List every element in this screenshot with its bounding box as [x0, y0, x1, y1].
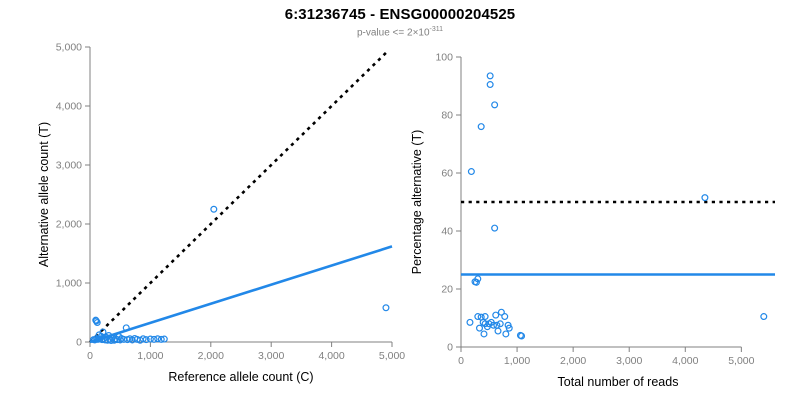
data-point: [491, 101, 499, 109]
x-tick-label-2: 2,000: [560, 355, 586, 367]
p-value-subtitle: p-value <= 2×10-311: [0, 26, 800, 38]
data-point: [501, 313, 509, 321]
data-point: [494, 327, 502, 335]
data-point: [122, 324, 130, 332]
data-point: [497, 308, 505, 316]
y-tick-label-1: 20: [441, 284, 453, 296]
data-point: [210, 205, 218, 213]
y-tick-label-5: 5,000: [56, 42, 82, 54]
x-tick-label-0: 0: [87, 350, 93, 362]
y-tick-label-4: 4,000: [56, 101, 82, 113]
data-point: [146, 335, 154, 343]
data-point: [472, 278, 480, 286]
data-point: [701, 194, 709, 202]
y-axis-title: Percentage alternative (T): [410, 130, 424, 275]
data-point: [486, 81, 494, 89]
subtitle-times: ×: [412, 27, 419, 39]
data-point: [760, 313, 768, 321]
data-point: [505, 324, 513, 332]
data-point: [139, 335, 147, 343]
percentage-scatter-panel: 0 20 40 60 80 100 0 1,000 2,000 3,000 4,000 5,000 To…: [410, 52, 775, 389]
data-point: [492, 311, 500, 319]
x-axis-title: Total number of reads: [558, 375, 679, 389]
page-title: 6:31236745 - ENSG00000204525: [284, 6, 516, 23]
x-tick-label-4: 4,000: [672, 355, 698, 367]
y-tick-label-0: 0: [76, 337, 82, 349]
subtitle-base: 10: [418, 27, 430, 39]
data-point: [490, 321, 498, 329]
data-point: [502, 330, 510, 338]
x-axis-title: Reference allele count (C): [168, 370, 313, 384]
y-tick-label-4: 80: [441, 110, 453, 122]
subtitle-exponent: -311: [429, 26, 444, 33]
y-tick-label-0: 0: [447, 342, 453, 354]
x-tick-label-3: 3,000: [616, 355, 642, 367]
data-point: [476, 324, 484, 332]
data-point: [486, 72, 494, 80]
data-point: [491, 224, 499, 232]
counts-scatter-panel: 0 1,000 2,000 3,000 4,000 5,000 0 1,000 2,000 3,0…: [37, 42, 405, 384]
y-tick-label-2: 2,000: [56, 219, 82, 231]
x-tick-label-1: 1,000: [504, 355, 530, 367]
reference-line: [89, 51, 387, 343]
data-point: [480, 330, 488, 338]
data-point: [466, 318, 474, 326]
x-tick-label-1: 1,000: [137, 350, 163, 362]
data-point: [474, 313, 482, 321]
data-point: [99, 328, 107, 336]
data-point: [467, 168, 475, 176]
x-tick-label-5: 5,000: [728, 355, 754, 367]
data-point: [93, 319, 101, 327]
data-point: [142, 336, 150, 344]
data-point: [518, 332, 526, 340]
data-point: [154, 335, 162, 343]
y-tick-label-5: 100: [435, 52, 453, 64]
data-point: [477, 123, 485, 131]
data-point: [382, 304, 390, 312]
data-point: [116, 336, 124, 344]
x-tick-label-4: 4,000: [318, 350, 344, 362]
fit-line: [89, 245, 393, 344]
y-tick-label-3: 3,000: [56, 160, 82, 172]
y-tick-label-3: 60: [441, 168, 453, 180]
data-point: [160, 335, 168, 343]
x-tick-label-3: 3,000: [258, 350, 284, 362]
data-point: [157, 335, 165, 343]
data-point: [150, 335, 158, 343]
subtitle-prefix: p-value <= 2: [356, 27, 413, 39]
data-point: [496, 320, 504, 328]
y-axis-title: Alternative allele count (T): [37, 122, 51, 267]
data-point: [481, 313, 489, 321]
x-tick-label-0: 0: [458, 355, 464, 367]
y-tick-label-1: 1,000: [56, 278, 82, 290]
x-tick-label-2: 2,000: [198, 350, 224, 362]
y-tick-label-2: 40: [441, 226, 453, 238]
x-tick-label-5: 5,000: [379, 350, 405, 362]
